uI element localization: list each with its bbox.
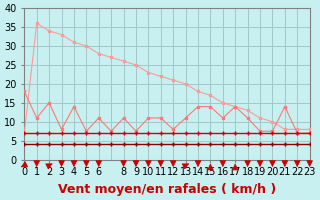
X-axis label: Vent moyen/en rafales ( km/h ): Vent moyen/en rafales ( km/h ) [58,183,276,196]
